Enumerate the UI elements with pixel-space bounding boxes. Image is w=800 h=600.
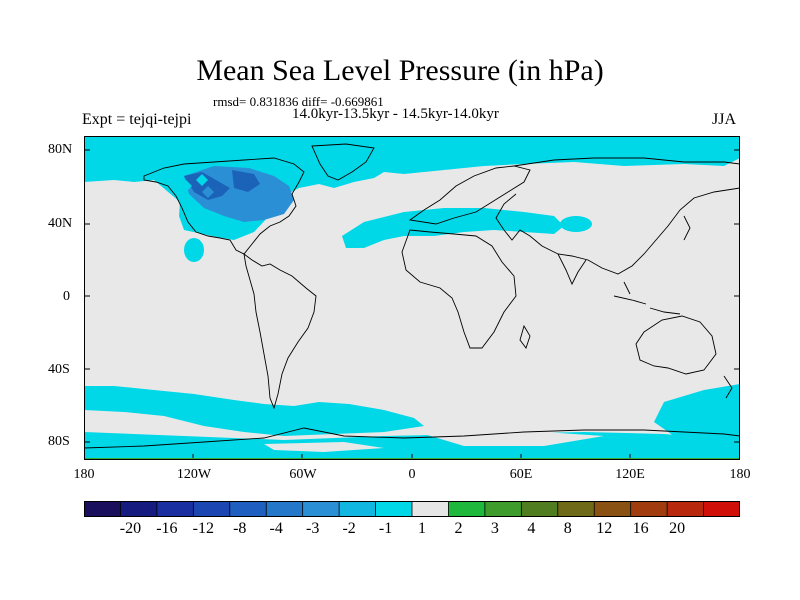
colorbar-label: -2 <box>342 520 356 537</box>
colorbar-label: -12 <box>192 520 214 537</box>
coast-europe <box>408 165 531 225</box>
y-tick-80n: 80N <box>48 142 73 157</box>
colorbar-label: 8 <box>563 520 572 537</box>
colorbar-cell <box>120 501 158 517</box>
x-tick-60e: 60E <box>509 467 533 482</box>
experiment-label: Expt = tejqi-tejpi <box>82 111 192 128</box>
anomaly-diamond-2 <box>196 174 208 186</box>
colorbar-label: 20 <box>669 520 686 537</box>
colorbar-cell <box>265 501 304 517</box>
colorbar-label: -1 <box>378 520 393 537</box>
x-tick-180e: 180 <box>729 467 751 482</box>
y-tick-0: 0 <box>63 289 70 304</box>
anomaly-diamond-1 <box>180 180 192 192</box>
map-frame <box>84 136 740 460</box>
colorbar-label: -20 <box>119 520 142 537</box>
colorbar-cell <box>156 501 195 517</box>
coast-south-america <box>243 252 317 410</box>
x-tick-180w: 180 <box>73 467 95 482</box>
coast-africa <box>401 229 517 349</box>
coast-australia <box>635 315 717 375</box>
coast-madagascar <box>519 324 531 349</box>
x-tick-0: 0 <box>408 467 416 482</box>
colorbar-cell <box>411 501 450 517</box>
southern-ocean-negative-anomaly <box>84 386 424 436</box>
colorbar-frame <box>84 501 740 517</box>
colorbar-label: -3 <box>305 520 320 537</box>
colorbar-label: -4 <box>269 520 283 537</box>
colorbar-label: 4 <box>527 520 536 537</box>
colorbar-label: 2 <box>454 520 463 537</box>
colorbar-cell <box>84 501 122 517</box>
colorbar-label: 16 <box>632 520 649 537</box>
colorbar <box>84 501 740 517</box>
colorbar-cell <box>703 501 740 517</box>
colorbar-label: 3 <box>490 520 499 537</box>
antarctic-gap-1 <box>264 442 384 452</box>
coast-antarctica <box>84 427 740 449</box>
colorbar-label: 1 <box>418 520 426 537</box>
colorbar-cell <box>229 501 268 517</box>
colorbar-cell <box>192 501 231 517</box>
north-america-strong-anomaly <box>184 172 230 200</box>
colorbar-cell <box>302 501 341 517</box>
colorbar-label: -16 <box>156 520 178 537</box>
coast-new-zealand <box>723 375 733 399</box>
colorbar-cell <box>375 501 413 517</box>
colorbar-cell <box>338 501 377 517</box>
map-plot <box>84 136 740 460</box>
colorbar-cell <box>593 501 632 517</box>
colorbar-label: 12 <box>596 520 613 537</box>
colorbar-cell <box>666 501 705 517</box>
y-tick-40n: 40N <box>48 216 73 231</box>
anomaly-diamond-3 <box>202 186 214 198</box>
season-label: JJA <box>712 111 737 128</box>
colorbar-label: -8 <box>233 520 247 537</box>
stats-line: rmsd= 0.831836 diff= -0.669861 <box>213 94 384 109</box>
colorbar-cell <box>630 501 669 517</box>
colorbar-cell <box>557 501 596 517</box>
colorbar-cell <box>448 501 486 517</box>
x-tick-60w: 60W <box>289 467 317 482</box>
pacific-negative-patch <box>184 238 204 262</box>
asia-negative-patch <box>560 216 592 232</box>
y-tick-80s: 80S <box>48 434 70 449</box>
coast-india <box>557 253 587 286</box>
y-tick-40s: 40S <box>48 362 70 377</box>
coast-greenland <box>311 143 375 181</box>
colorbar-cell <box>484 501 523 517</box>
colorbar-cell <box>520 501 559 517</box>
coast-north-america <box>143 157 305 255</box>
eurasia-negative-anomaly <box>342 208 564 248</box>
x-tick-120w: 120W <box>176 467 212 482</box>
coast-asia <box>495 157 740 275</box>
plot-title: Mean Sea Level Pressure (in hPa) <box>196 54 604 87</box>
x-tick-120e: 120E <box>615 467 645 482</box>
coastlines <box>84 143 740 449</box>
coast-japan <box>683 215 691 241</box>
north-america-strong-anomaly-2 <box>232 170 260 192</box>
period-line: 14.0kyr-13.5kyr - 14.5kyr-14.0kyr <box>292 106 499 122</box>
coast-indonesia <box>613 281 681 315</box>
